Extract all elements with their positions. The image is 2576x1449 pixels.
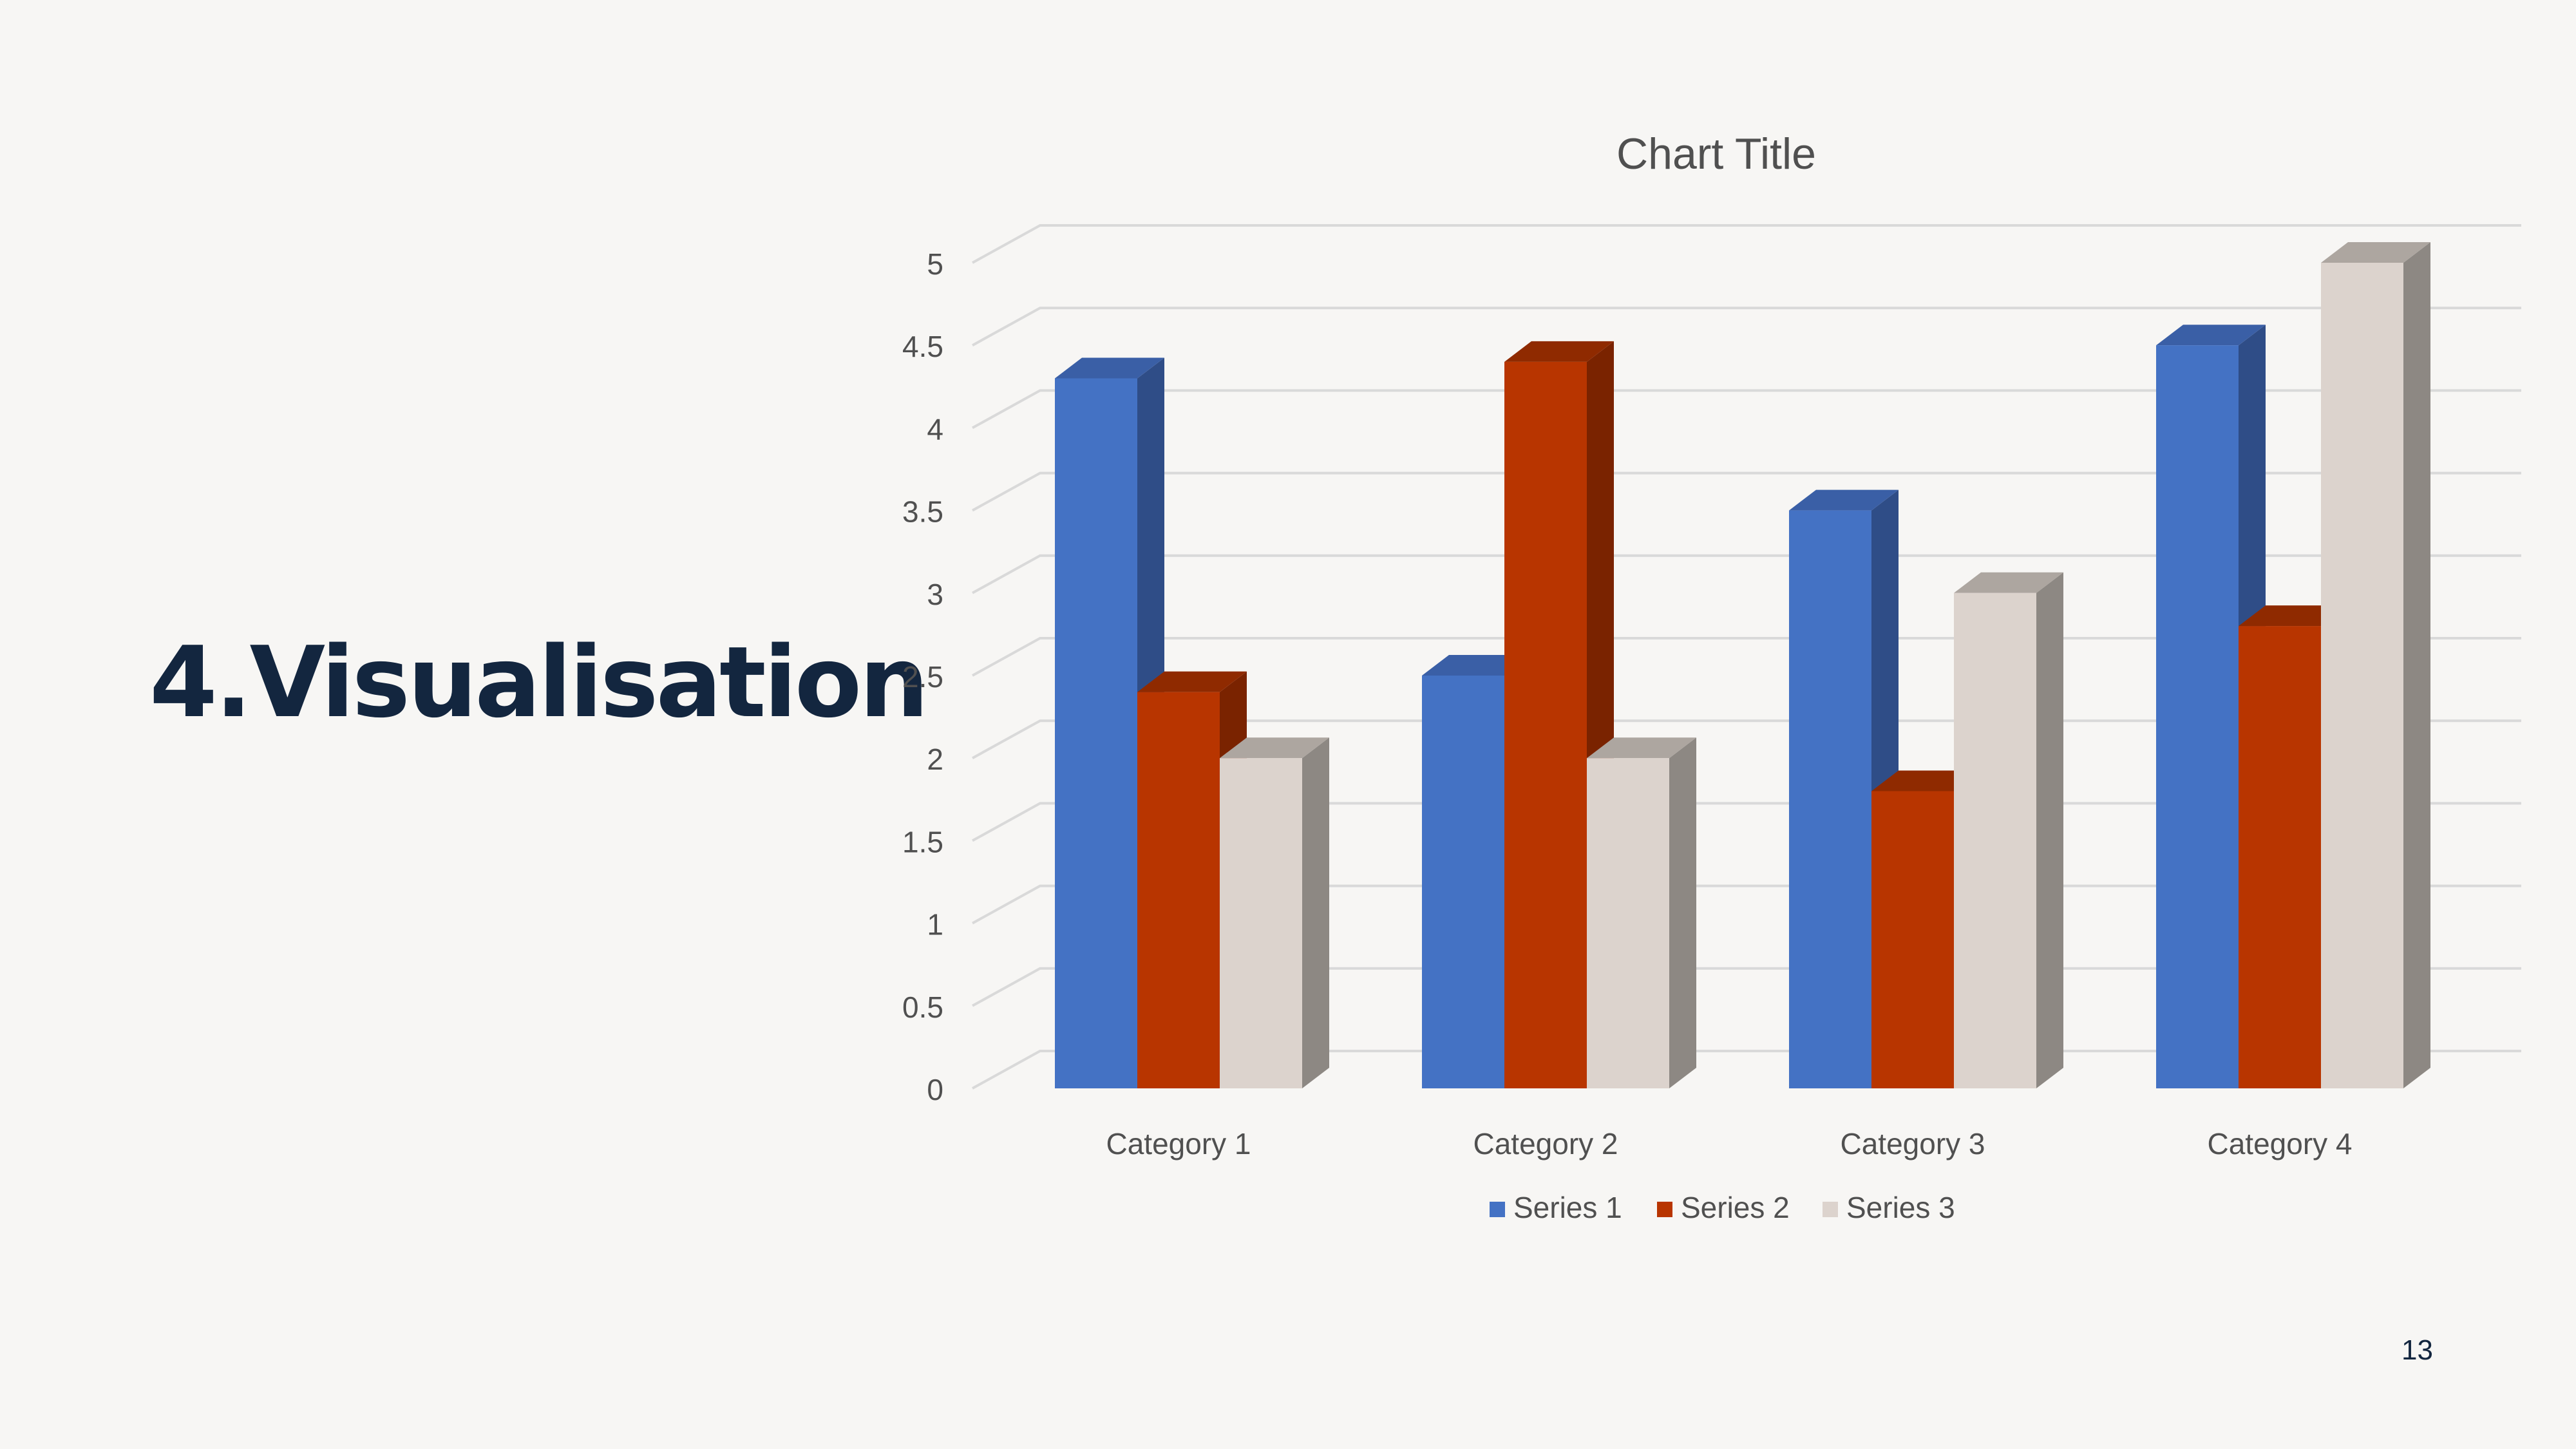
bar-front	[2156, 345, 2239, 1089]
bar-top	[1954, 572, 2063, 593]
legend-item: Series 1	[1490, 1191, 1622, 1224]
y-tick-label: 0.5	[902, 990, 943, 1024]
x-tick-label: Category 4	[2207, 1127, 2352, 1160]
bar-front	[1871, 791, 1954, 1088]
bar-front	[2321, 263, 2403, 1088]
legend-label: Series 1	[1513, 1191, 1622, 1224]
y-axis-tick-labels: 0 0.5 1 1.5 2 2.5 3 3.5 4 4.5 5	[902, 247, 943, 1106]
x-tick-label: Category 3	[1840, 1127, 1985, 1160]
bars	[1055, 242, 2430, 1089]
y-tick-label: 3.5	[902, 495, 943, 529]
gridline	[972, 307, 2521, 346]
gridline	[972, 471, 2521, 512]
bar-top	[1422, 655, 1531, 676]
bar-front	[1954, 592, 2036, 1088]
bar-top	[1137, 671, 1247, 692]
bar-side	[1669, 737, 1696, 1088]
bar-top	[1055, 357, 1164, 379]
bar-side	[2403, 242, 2430, 1088]
legend-item: Series 3	[1823, 1191, 1955, 1224]
bar-top	[1789, 489, 1899, 511]
bar-top	[1220, 737, 1329, 759]
y-tick-label: 4	[927, 412, 943, 446]
bar-front	[1220, 758, 1302, 1088]
bar	[1587, 737, 1696, 1088]
y-tick-label: 1	[927, 908, 943, 942]
legend-label: Series 2	[1681, 1191, 1790, 1224]
bar-side	[2036, 572, 2063, 1088]
bar-top	[1587, 737, 1696, 759]
y-tick-label: 2	[927, 743, 943, 776]
legend-label: Series 3	[1846, 1191, 1955, 1224]
bar-front	[1789, 510, 1871, 1088]
y-tick-label: 1.5	[902, 825, 943, 858]
x-tick-label: Category 1	[1106, 1127, 1251, 1160]
gridline	[972, 389, 2521, 430]
page-number: 13	[2401, 1334, 2433, 1366]
bar-front	[1055, 378, 1137, 1088]
gridline	[972, 224, 2521, 264]
legend-item: Series 2	[1657, 1191, 1790, 1224]
bar-front	[1422, 676, 1504, 1088]
bar-top	[2156, 325, 2266, 346]
x-axis-tick-labels: Category 1 Category 2 Category 3 Category 4	[1106, 1127, 2352, 1160]
legend: Series 1 Series 2 Series 3	[1490, 1191, 1955, 1224]
legend-swatch	[1657, 1202, 1672, 1217]
bar-top	[1871, 770, 1981, 791]
bar	[1220, 737, 1329, 1088]
x-tick-label: Category 2	[1473, 1127, 1618, 1160]
bar-front	[1587, 758, 1669, 1088]
chart-title: Chart Title	[1616, 129, 1816, 178]
bar-front	[2239, 626, 2321, 1088]
y-tick-label: 0	[927, 1073, 943, 1106]
bar-front	[1504, 361, 1587, 1088]
bar-top	[1504, 341, 1614, 362]
bar	[1954, 572, 2063, 1088]
bar-front	[1137, 692, 1220, 1088]
legend-swatch	[1823, 1202, 1838, 1217]
y-tick-label: 5	[927, 247, 943, 281]
bar-side	[1302, 737, 1329, 1088]
gridlines	[972, 224, 2521, 1090]
gridline	[972, 554, 2521, 594]
y-tick-label: 4.5	[902, 330, 943, 363]
y-tick-label: 3	[927, 578, 943, 611]
bar-top	[2321, 242, 2430, 263]
y-tick-label: 2.5	[902, 660, 943, 694]
bar	[2321, 242, 2430, 1088]
legend-swatch	[1490, 1202, 1505, 1217]
bar-top	[2239, 605, 2348, 627]
slide-title: 4.Visualisation	[149, 625, 929, 739]
bar	[1504, 341, 1614, 1088]
